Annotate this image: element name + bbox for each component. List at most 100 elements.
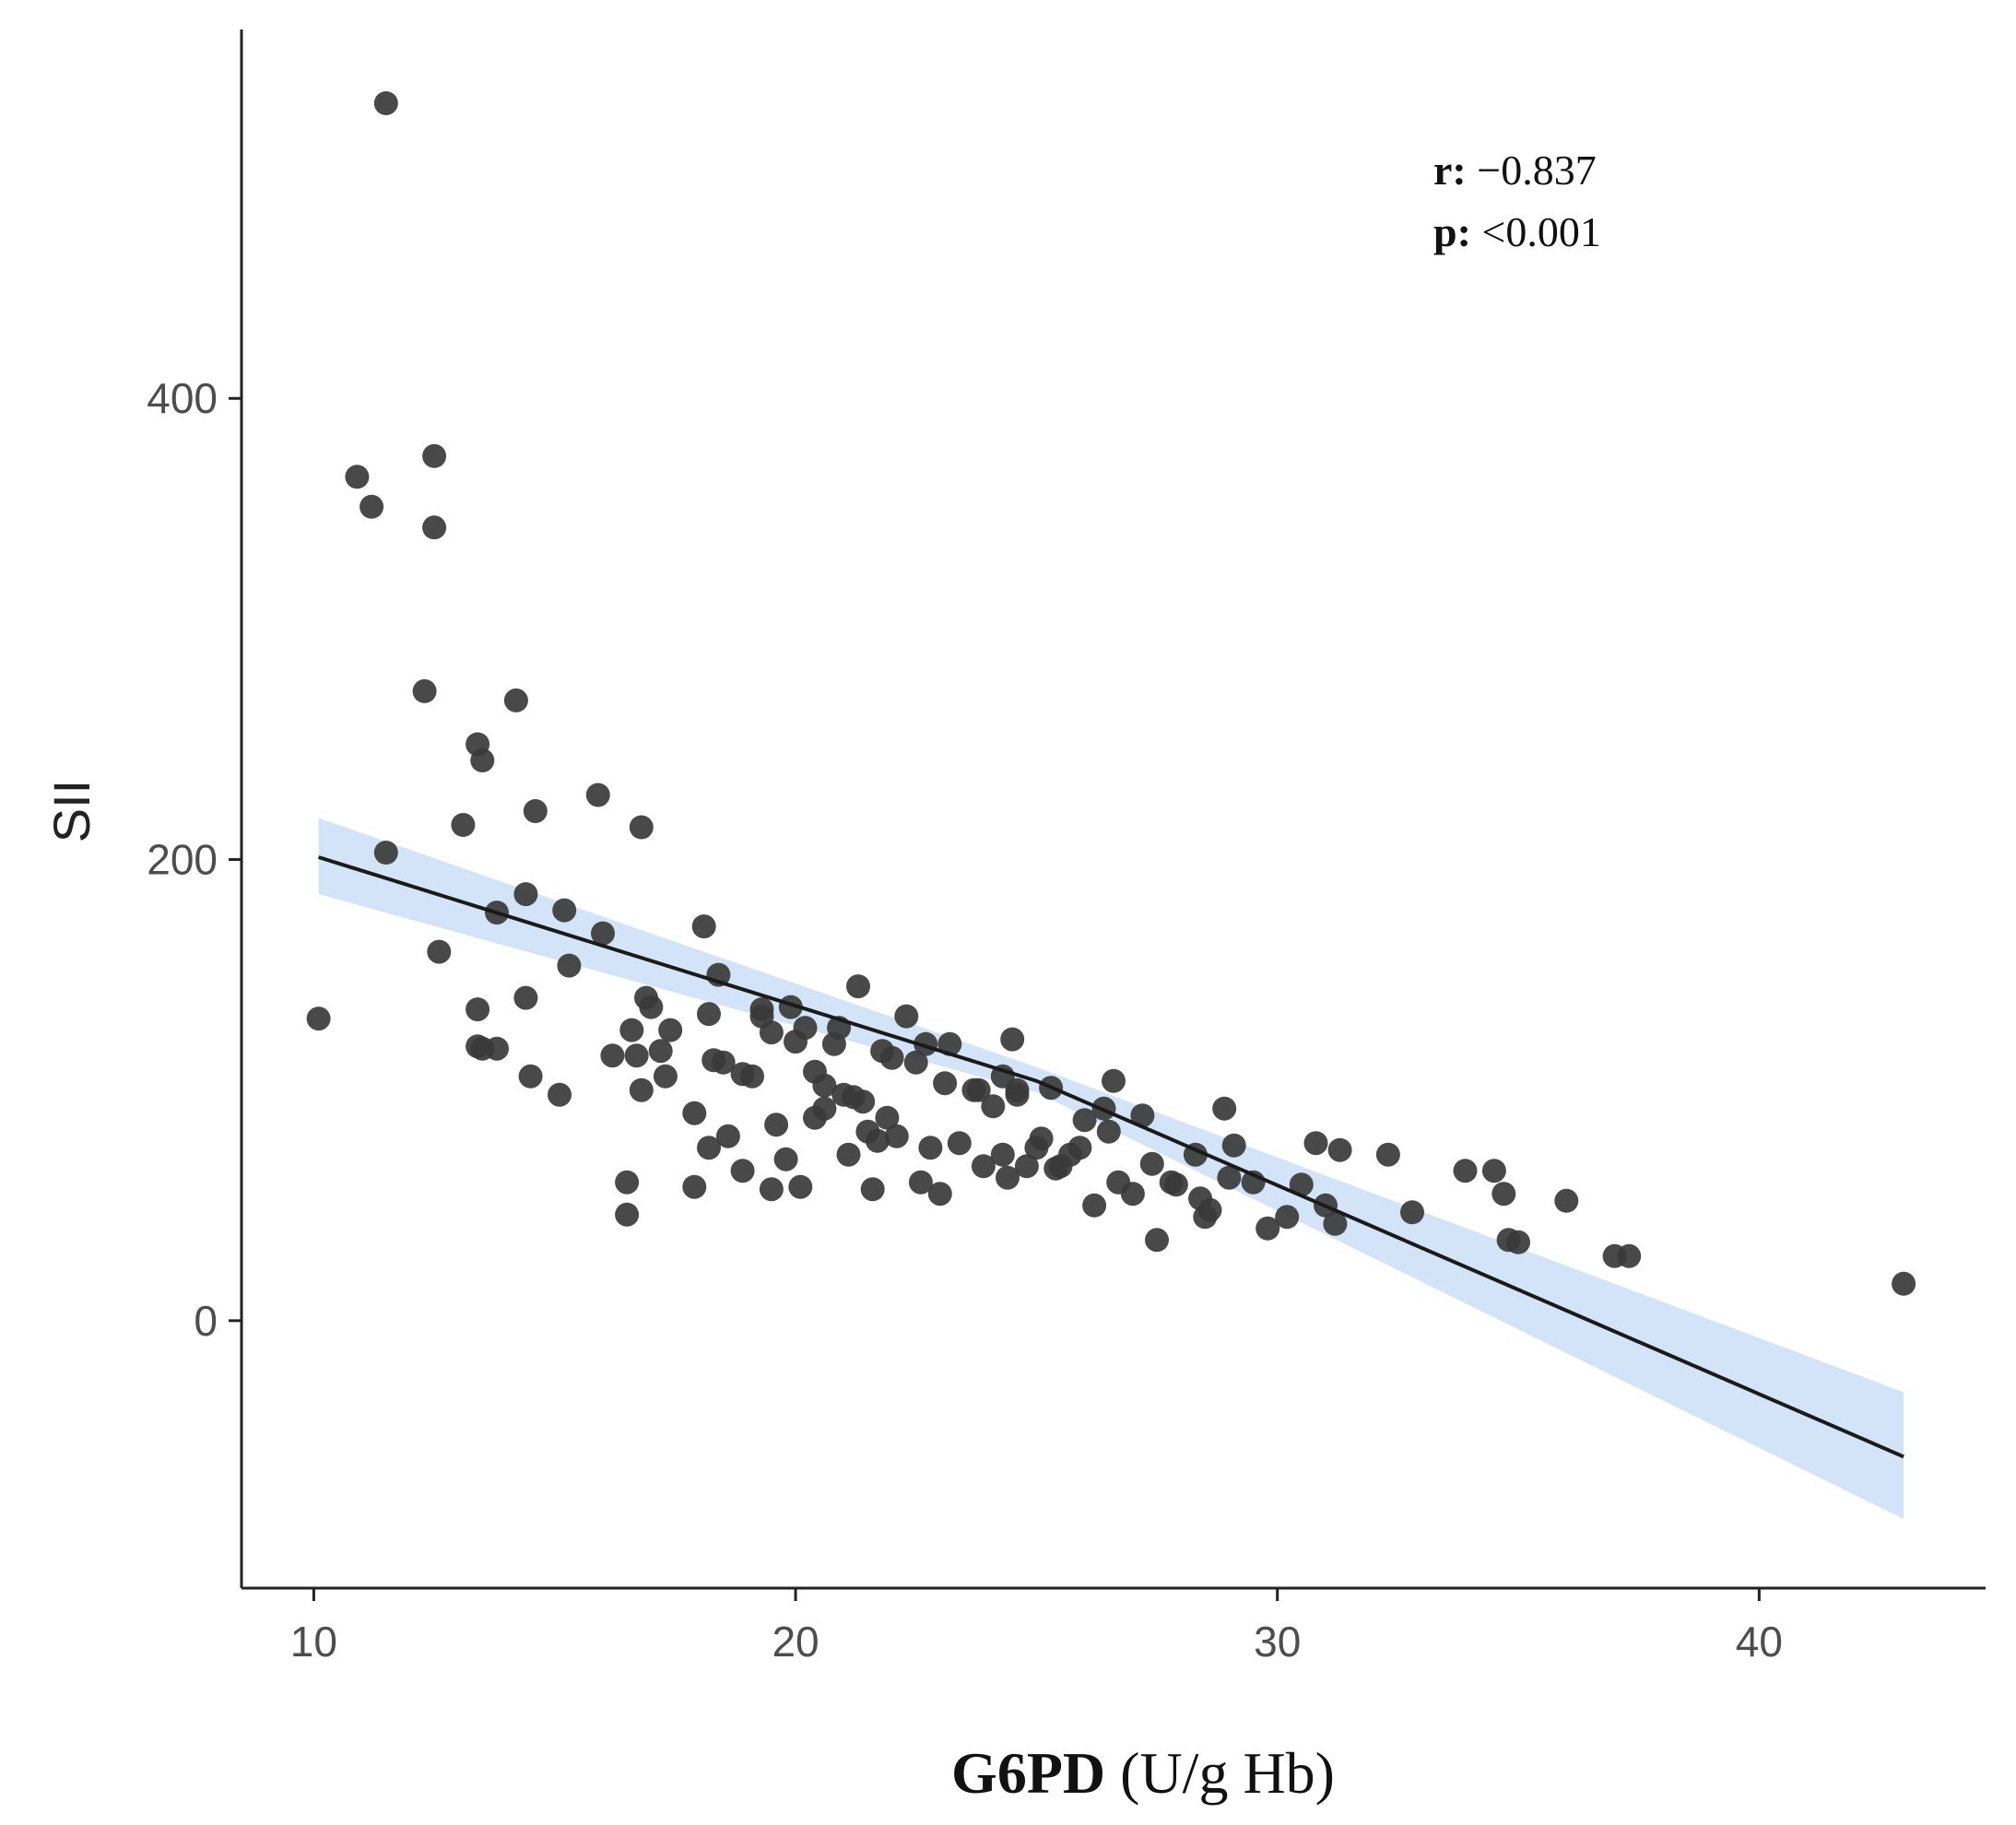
data-point xyxy=(851,1089,876,1114)
r-value: −0.837 xyxy=(1467,147,1597,194)
data-point xyxy=(658,1018,683,1042)
data-point xyxy=(548,1082,572,1107)
y-tick-label: 200 xyxy=(147,836,218,884)
data-point xyxy=(451,813,476,837)
data-point xyxy=(1000,1027,1025,1052)
data-point xyxy=(865,1128,890,1153)
x-axis-label: G6PD (U/g Hb) xyxy=(951,1740,1335,1806)
data-point xyxy=(470,1036,495,1061)
data-point xyxy=(1096,1119,1121,1144)
data-point xyxy=(466,997,490,1022)
data-point xyxy=(503,688,528,712)
data-point xyxy=(422,515,447,540)
data-point xyxy=(1188,1186,1213,1211)
data-point xyxy=(927,1182,952,1207)
data-point xyxy=(682,1101,707,1125)
data-point xyxy=(1029,1126,1054,1151)
x-axis-label-main: G6PD xyxy=(951,1740,1105,1806)
data-point xyxy=(1102,1068,1126,1093)
x-tick-label: 20 xyxy=(772,1618,819,1666)
data-point xyxy=(996,1165,1020,1190)
p-key: p: xyxy=(1433,208,1471,255)
data-point xyxy=(1481,1159,1506,1183)
y-tick-label: 0 xyxy=(194,1297,218,1345)
data-point xyxy=(1139,1151,1164,1176)
data-point xyxy=(518,1064,543,1089)
regression-line-layer xyxy=(318,855,1904,1459)
data-point xyxy=(1617,1243,1642,1268)
data-point xyxy=(600,1043,625,1068)
data-point xyxy=(513,882,538,907)
data-point xyxy=(557,953,582,978)
data-point xyxy=(1217,1165,1242,1190)
data-point xyxy=(1491,1182,1516,1207)
data-point xyxy=(422,443,447,468)
data-point xyxy=(1005,1077,1030,1102)
data-point xyxy=(373,91,398,115)
data-point xyxy=(1067,1136,1092,1160)
data-point xyxy=(697,1136,721,1160)
data-point xyxy=(634,985,658,1010)
data-point xyxy=(629,1077,654,1102)
data-point xyxy=(615,1202,640,1227)
data-point xyxy=(585,783,610,807)
data-point xyxy=(894,1004,919,1029)
y-axis-label: SII xyxy=(42,780,100,842)
data-point xyxy=(715,1124,740,1148)
data-point xyxy=(1323,1211,1348,1236)
data-point xyxy=(884,1124,909,1148)
data-point xyxy=(1289,1172,1314,1197)
data-point xyxy=(730,1159,755,1183)
data-point xyxy=(1400,1200,1424,1225)
data-point xyxy=(1212,1096,1237,1121)
data-point xyxy=(591,921,615,946)
data-point xyxy=(784,1030,808,1054)
data-point xyxy=(788,1174,813,1199)
x-tick-label: 40 xyxy=(1736,1618,1783,1666)
data-points-layer xyxy=(306,91,1916,1296)
data-point xyxy=(1120,1182,1145,1207)
data-point xyxy=(427,939,452,964)
confidence-band xyxy=(318,818,1904,1519)
data-point xyxy=(1082,1193,1107,1218)
y-tick-label: 400 xyxy=(147,374,218,422)
data-point xyxy=(711,1050,736,1075)
data-point xyxy=(773,1147,798,1172)
data-point xyxy=(1275,1205,1300,1230)
data-point xyxy=(653,1064,678,1089)
data-point xyxy=(360,494,384,519)
data-point xyxy=(990,1142,1015,1167)
data-point xyxy=(1193,1205,1218,1230)
data-point xyxy=(615,1170,640,1195)
data-point xyxy=(1221,1133,1246,1158)
data-point xyxy=(697,1002,721,1027)
data-point xyxy=(619,1018,644,1042)
data-point xyxy=(947,1131,972,1156)
data-point xyxy=(373,841,398,865)
data-point xyxy=(691,914,716,939)
data-point xyxy=(860,1177,885,1202)
data-point xyxy=(908,1170,933,1195)
data-point xyxy=(749,997,774,1022)
data-point xyxy=(971,1154,996,1179)
x-tick-label: 30 xyxy=(1254,1618,1301,1666)
data-point xyxy=(812,1096,837,1121)
data-point xyxy=(513,985,538,1010)
data-point xyxy=(759,1177,784,1202)
x-axis-label-unit: (U/g Hb) xyxy=(1105,1740,1335,1806)
data-point xyxy=(552,898,577,923)
data-point xyxy=(918,1136,943,1160)
data-point xyxy=(812,1073,837,1098)
x-tick-label: 10 xyxy=(290,1618,337,1666)
data-point xyxy=(523,799,548,823)
data-point xyxy=(1130,1103,1155,1128)
data-point xyxy=(1327,1137,1352,1162)
data-point xyxy=(648,1039,673,1064)
data-point xyxy=(846,974,870,999)
regression-line xyxy=(318,855,1904,1459)
data-point xyxy=(624,1043,649,1068)
data-point xyxy=(836,1142,861,1167)
data-point xyxy=(1256,1216,1280,1241)
